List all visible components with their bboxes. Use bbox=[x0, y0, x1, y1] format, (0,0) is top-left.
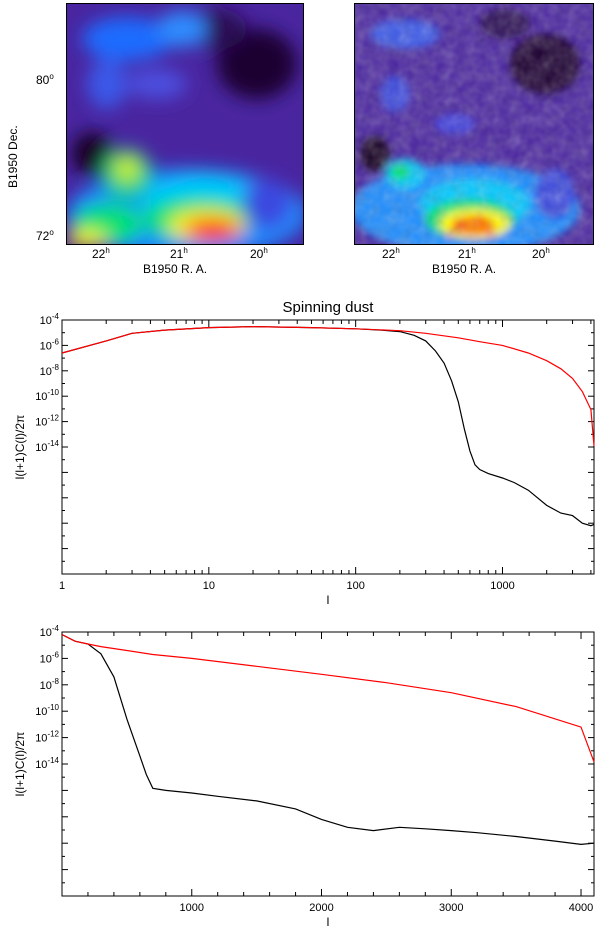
x-tick-label: 2000 bbox=[309, 902, 333, 914]
y-tick-label: 10-10 bbox=[35, 703, 59, 718]
plot-frame bbox=[61, 631, 595, 897]
series-line-0 bbox=[61, 634, 595, 846]
y-tick-label: 10-10 bbox=[35, 388, 59, 403]
y-axis-label: l(l+1)C(l)/2π bbox=[13, 415, 27, 480]
sky-map-low-resolution-image bbox=[67, 4, 303, 244]
sky-map-low-resolution bbox=[66, 3, 304, 245]
power-spectrum-log-chart: Spinning dust 10-4 10-6 10-8 10-10 10-12 10-14… bbox=[13, 299, 595, 607]
x-tick-label: 1000 bbox=[490, 580, 514, 592]
map-left-xtick-21: 21h bbox=[170, 246, 188, 261]
x-tick-label: 1000 bbox=[180, 902, 204, 914]
y-tick-label: 10-14 bbox=[35, 439, 59, 454]
power-spectrum-linear-chart: 10-4 10-6 10-8 10-10 10-12 10-14 1000 2000 3000 4… bbox=[13, 624, 595, 926]
y-axis-label: l(l+1)C(l)/2π bbox=[13, 732, 27, 797]
plot-frame bbox=[61, 319, 595, 575]
x-axis-label: l bbox=[327, 915, 330, 926]
y-tick-label: 10-8 bbox=[40, 677, 60, 692]
sky-map-high-resolution bbox=[354, 3, 594, 245]
map-ylabel: B1950 Dec. bbox=[6, 125, 20, 188]
x-tick-label: 3000 bbox=[439, 902, 463, 914]
y-tick-label: 10-4 bbox=[40, 624, 60, 639]
map-left-xtick-20: 20h bbox=[250, 246, 268, 261]
y-tick-label: 10-4 bbox=[40, 312, 60, 327]
x-axis-label: l bbox=[327, 593, 330, 607]
y-tick-label: 10-12 bbox=[35, 730, 59, 745]
chart-title: Spinning dust bbox=[283, 299, 375, 316]
map-left-xtick-22: 22h bbox=[92, 246, 110, 261]
sky-map-high-resolution-image bbox=[355, 4, 593, 244]
y-tick-label: 10-12 bbox=[35, 414, 59, 429]
map-right-xtick-21: 21h bbox=[458, 246, 476, 261]
series-line-0 bbox=[61, 325, 595, 527]
y-tick-label: 10-8 bbox=[40, 363, 60, 378]
y-tick-label: 10-14 bbox=[35, 756, 59, 771]
map-left-xlabel: B1950 R. A. bbox=[143, 262, 208, 276]
x-tick-label: 4000 bbox=[569, 902, 593, 914]
map-right-xtick-22: 22h bbox=[382, 246, 400, 261]
x-tick-label: 10 bbox=[203, 580, 215, 592]
map-ytick-80: 80o bbox=[36, 72, 54, 87]
x-tick-label: 100 bbox=[346, 580, 364, 592]
y-tick-label: 10-6 bbox=[40, 650, 60, 665]
y-tick-label: 10-6 bbox=[40, 337, 60, 352]
series-line-1 bbox=[61, 325, 595, 446]
map-ytick-72: 72o bbox=[36, 228, 54, 243]
x-tick-label: 1 bbox=[59, 580, 65, 592]
series-line-1 bbox=[61, 634, 595, 763]
map-right-xlabel: B1950 R. A. bbox=[432, 262, 497, 276]
map-right-xtick-20: 20h bbox=[532, 246, 550, 261]
